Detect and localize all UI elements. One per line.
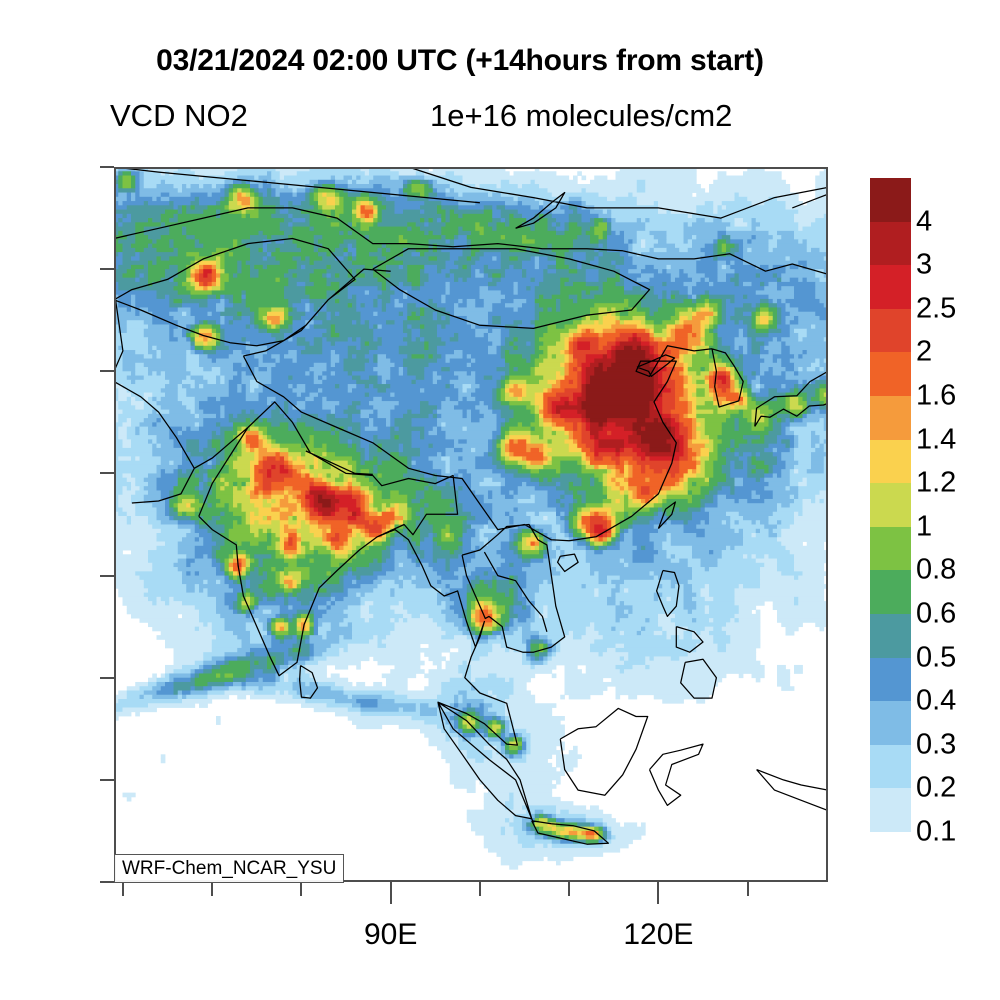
- units-label: 1e+16 molecules/cm2: [430, 98, 733, 133]
- x-axis-minor-tick: [746, 882, 749, 896]
- page-title: 03/21/2024 02:00 UTC (+14hours from star…: [156, 44, 764, 77]
- colorbar-band-13: [870, 744, 911, 789]
- colorbar-tick-label-0.5: 0.5: [916, 641, 957, 674]
- x-axis-major-tick: [657, 882, 660, 904]
- colorbar-tick-label-2: 2: [916, 335, 933, 368]
- colorbar-tick-label-1.2: 1.2: [916, 466, 957, 499]
- y-axis-minor-tick: [100, 370, 114, 373]
- colorbar-tick-label-0.8: 0.8: [916, 553, 957, 586]
- x-axis-major-tick: [389, 882, 392, 904]
- coastline-and-border-overlay: [114, 167, 828, 845]
- y-axis-minor-tick: [100, 676, 114, 679]
- colorbar-tick-label-0.3: 0.3: [916, 728, 957, 761]
- colorbar-tick-label-1: 1: [916, 510, 933, 543]
- no2-raster: [114, 167, 828, 870]
- colorbar-band-12: [870, 701, 911, 745]
- colorbar-tick-label-4: 4: [916, 205, 933, 238]
- model-tag-label: WRF-Chem_NCAR_YSU: [122, 857, 337, 879]
- colorbar-band-6: [870, 439, 911, 484]
- colorbar-band-8: [870, 526, 911, 571]
- x-axis-tick-label-120E: 120E: [623, 918, 694, 951]
- x-axis-minor-tick: [300, 882, 303, 896]
- colorbar-band-4: [870, 352, 911, 396]
- colorbar-band-5: [870, 395, 911, 440]
- colorbar-tick-label-1.4: 1.4: [916, 423, 957, 456]
- colorbar-tick-label-2.5: 2.5: [916, 292, 957, 325]
- colorbar-band-7: [870, 483, 911, 527]
- y-axis-minor-tick: [100, 574, 114, 577]
- colorbar-band-1: [870, 221, 911, 266]
- colorbar-band-14: [870, 788, 911, 832]
- colorbar: [870, 178, 911, 832]
- colorbar-band-11: [870, 657, 911, 702]
- no2-heatmap-svg: [114, 167, 828, 870]
- x-axis-minor-tick: [568, 882, 571, 896]
- x-axis-minor-tick: [211, 882, 214, 896]
- y-axis-minor-tick: [100, 778, 114, 781]
- y-axis-minor-tick: [100, 166, 114, 168]
- colorbar-band-0: [870, 178, 911, 222]
- colorbar-band-3: [870, 308, 911, 353]
- model-tag: WRF-Chem_NCAR_YSU: [114, 854, 345, 883]
- y-axis-minor-tick: [100, 881, 114, 883]
- colorbar-tick-label-1.6: 1.6: [916, 379, 957, 412]
- y-axis-minor-tick: [100, 472, 114, 475]
- x-axis-minor-tick: [478, 882, 481, 896]
- x-axis-minor-tick: [121, 882, 124, 896]
- colorbar-tick-label-0.2: 0.2: [916, 771, 957, 804]
- colorbar-tick-label-0.1: 0.1: [916, 815, 957, 848]
- colorbar-band-9: [870, 570, 911, 614]
- colorbar-band-10: [870, 613, 911, 658]
- colorbar-tick-label-0.4: 0.4: [916, 684, 957, 717]
- colorbar-band-2: [870, 265, 911, 309]
- x-axis-tick-label-90E: 90E: [363, 918, 418, 951]
- variable-label: VCD NO2: [110, 98, 248, 133]
- map-plot: [114, 167, 828, 882]
- colorbar-tick-label-3: 3: [916, 248, 933, 281]
- y-axis-minor-tick: [100, 268, 114, 271]
- colorbar-tick-label-0.6: 0.6: [916, 597, 957, 630]
